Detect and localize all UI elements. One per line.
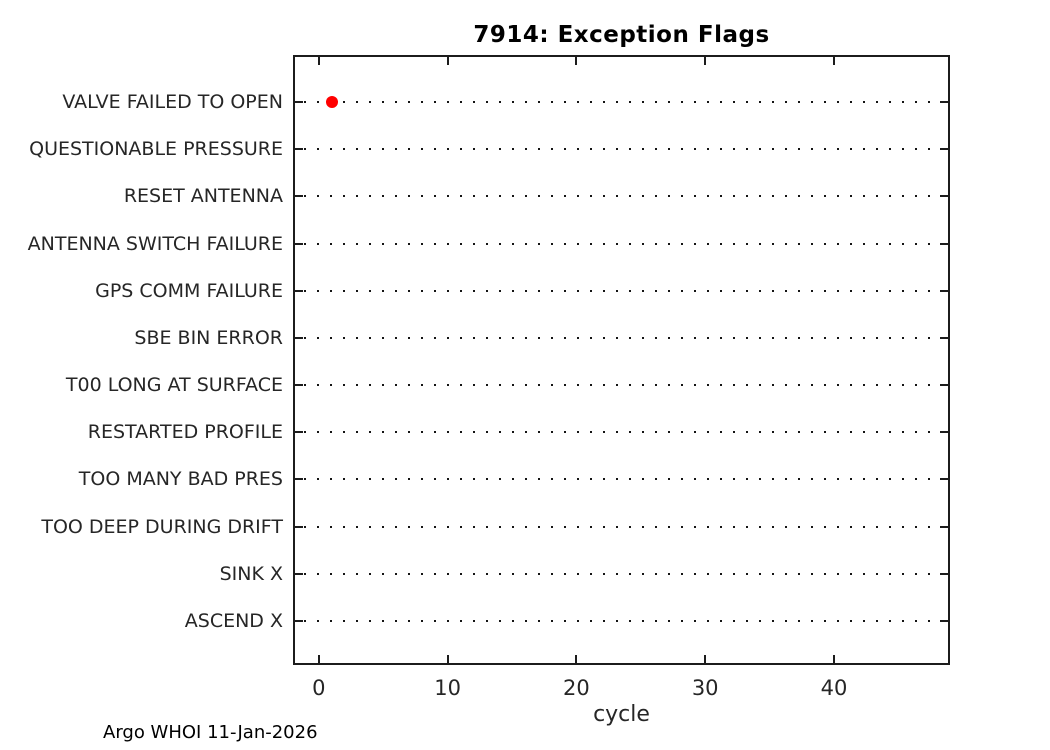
x-axis-tick-labels: 0 10 20 30 40 [0, 676, 1050, 706]
y-axis-label: TOO DEEP DURING DRIFT [41, 515, 283, 538]
plot-title: 7914: Exception Flags [473, 22, 770, 48]
y-axis-tick [295, 384, 303, 387]
y-axis-tick [295, 619, 303, 622]
y-axis-tick [295, 195, 303, 198]
x-axis-tick-top [575, 57, 578, 65]
gridline-dotted [304, 525, 944, 528]
y-axis-tick [295, 289, 303, 292]
x-axis-tick-top [833, 57, 835, 65]
y-axis-tick [295, 478, 303, 481]
data-point-marker [325, 96, 338, 108]
y-axis-label: ASCEND X [184, 609, 283, 632]
x-axis-tick-bottom [833, 655, 835, 663]
gridline-dotted [304, 384, 944, 387]
y-axis-tick [295, 572, 303, 575]
gridline-dotted [304, 101, 944, 103]
x-tick-label: 10 [434, 676, 461, 700]
x-axis-tick-top [704, 57, 707, 65]
y-axis-label: SINK X [219, 562, 283, 585]
y-axis-label: T00 LONG AT SURFACE [65, 374, 283, 397]
y-axis-tick [940, 572, 948, 575]
gridline-dotted [304, 336, 944, 339]
y-axis-label: QUESTIONABLE PRESSURE [29, 138, 283, 161]
y-axis-tick [940, 431, 948, 434]
gridline-dotted [304, 431, 944, 434]
x-axis-tick-top [317, 57, 320, 65]
y-axis-tick [940, 289, 948, 292]
y-axis-tick [295, 336, 303, 339]
y-axis-label: ANTENNA SWITCH FAILURE [27, 232, 283, 255]
y-axis-tick [940, 101, 948, 103]
plot-area [293, 55, 950, 665]
y-axis-tick [940, 195, 948, 198]
gridline-dotted [304, 572, 944, 575]
gridline-dotted [304, 289, 944, 292]
gridline-dotted [304, 478, 944, 481]
x-tick-label: 20 [563, 676, 590, 700]
footer-caption: Argo WHOI 11-Jan-2026 [103, 722, 318, 743]
x-tick-label: 0 [312, 676, 326, 700]
y-axis-label: VALVE FAILED TO OPEN [62, 91, 283, 113]
y-axis-tick [940, 336, 948, 339]
x-tick-label: 40 [820, 676, 848, 700]
y-axis-tick [295, 525, 303, 528]
y-axis-labels: VALVE FAILED TO OPEN QUESTIONABLE PRESSUR… [0, 55, 283, 665]
y-axis-label: RESET ANTENNA [123, 185, 283, 208]
y-axis-tick [940, 148, 948, 151]
y-axis-tick [940, 242, 948, 245]
y-axis-tick [940, 525, 948, 528]
y-axis-label: RESTARTED PROFILE [87, 421, 283, 444]
y-axis-tick [940, 478, 948, 481]
x-axis-tick-bottom [575, 655, 578, 663]
y-axis-label: GPS COMM FAILURE [95, 279, 283, 302]
gridline-dotted [304, 619, 944, 622]
y-axis-tick [295, 431, 303, 434]
x-tick-label: 30 [691, 676, 719, 700]
x-axis-tick-top [446, 57, 449, 65]
x-axis-tick-bottom [317, 655, 320, 663]
x-axis-tick-bottom [446, 655, 449, 663]
x-axis-label: cycle [593, 702, 650, 727]
y-axis-label: SBE BIN ERROR [134, 326, 283, 349]
gridline-dotted [304, 148, 944, 151]
y-axis-tick [940, 384, 948, 387]
y-axis-tick [295, 242, 303, 245]
gridline-dotted [304, 242, 944, 245]
gridline-dotted [304, 195, 944, 198]
y-axis-tick [940, 619, 948, 622]
x-axis-tick-bottom [704, 655, 707, 663]
y-axis-label: TOO MANY BAD PRES [78, 468, 283, 491]
y-axis-tick [295, 101, 303, 103]
y-axis-tick [295, 148, 303, 151]
